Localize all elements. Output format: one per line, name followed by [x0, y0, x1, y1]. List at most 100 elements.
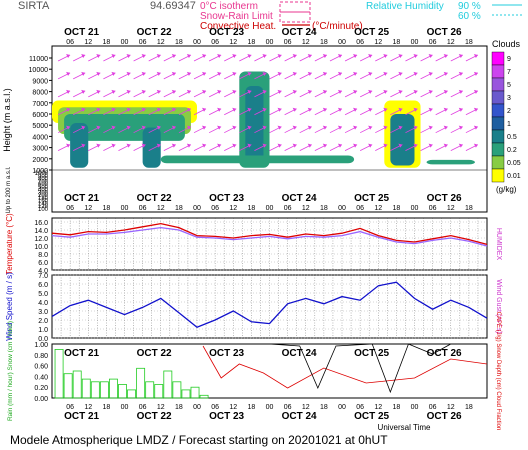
- cloud-hour-label-4-1: 12: [374, 205, 382, 212]
- cloud-ytick-label-9: 10000: [29, 67, 49, 74]
- wind-arrow-head: [81, 89, 86, 94]
- cloud-low-layer: [160, 155, 355, 164]
- wind-arrow-head: [277, 71, 282, 76]
- cloud-ytick-low-label-8: 200: [38, 193, 49, 199]
- wind-arrow-head: [473, 54, 478, 58]
- precip-bar-6: [109, 378, 118, 399]
- top-hour-label-4-2: 18: [392, 39, 400, 46]
- wind-arrow-head: [368, 125, 373, 130]
- precip-bar-16: [199, 394, 209, 399]
- x-axis-title: Universal Time: [378, 423, 431, 432]
- precip-bar-3: [81, 378, 91, 399]
- wind-arrow-head: [232, 107, 237, 112]
- precip-ylabel-right: CAPE (J/g) Snow Depth (cm) Cloud Fractio…: [495, 312, 501, 431]
- top-hour-label-3-2: 18: [320, 39, 328, 46]
- cloud-day25-core: [390, 114, 415, 166]
- colorbar-label-3: 3: [507, 95, 511, 102]
- legend-isotherm-swatch: [279, 1, 311, 13]
- wind-arrow-head: [232, 71, 237, 76]
- wind-arrow-head: [473, 89, 478, 94]
- bottom-hour-label-2-0: 06: [211, 404, 219, 411]
- wind-arrow-head: [126, 125, 131, 130]
- wind-arrow-head: [398, 107, 403, 112]
- cloud-hour-label-3-3: 00: [338, 205, 346, 212]
- top-day-label-4: OCT 25: [354, 27, 389, 38]
- wind-arrow-head: [383, 143, 388, 148]
- cloud-day-label-3: OCT 24: [282, 193, 317, 204]
- colorbar-label-7: 0.2: [507, 147, 517, 154]
- wind-arrow-head: [353, 71, 358, 76]
- wind-arrow-head: [186, 54, 191, 58]
- precip-bar-0: [54, 348, 64, 399]
- top-day-label-2: OCT 23: [209, 27, 244, 38]
- wind-arrow-head: [473, 71, 478, 76]
- cloud-hour-label-0-1: 12: [84, 205, 92, 212]
- bottom-hour-label-4-3: 00: [411, 404, 419, 411]
- cloud-ytick-label-8: 9000: [32, 78, 48, 85]
- cloud-field: [52, 54, 479, 168]
- top-hour-label-1-0: 06: [139, 39, 147, 46]
- colorbar-swatch-3: [491, 90, 505, 105]
- wind-arrow-head: [111, 107, 116, 112]
- bottom-hour-label-0-2: 18: [102, 404, 110, 411]
- temp-ytick-label-6: 16.0: [34, 220, 48, 227]
- wind-arrow-head: [368, 71, 373, 76]
- wind-arrow-head: [292, 143, 297, 148]
- precip-day-label-4: OCT 25: [354, 348, 389, 359]
- top-hour-label-2-1: 12: [229, 39, 237, 46]
- legend-rh-label: Relative Humidity: [366, 1, 444, 12]
- wind-arrow-head: [322, 107, 327, 112]
- wind-arrow-head: [96, 89, 101, 94]
- wind-arrow-head: [443, 89, 448, 94]
- wind-arrow-head: [443, 71, 448, 76]
- colorbar-swatch-7: [491, 142, 505, 157]
- wind-arrow-head: [96, 125, 101, 130]
- wind-arrow-head: [398, 125, 403, 130]
- cloud-hour-label-1-2: 18: [175, 205, 183, 212]
- cloud-ytick-low-label-7: 300: [38, 190, 49, 196]
- cloud-hour-label-2-0: 06: [211, 205, 219, 212]
- precip-ytick-label-4: 0.80: [34, 353, 48, 360]
- colorbar-label-8: 0.05: [507, 160, 521, 167]
- cloud-hour-label-0-2: 18: [102, 205, 110, 212]
- bottom-hour-label-0-0: 06: [66, 404, 74, 411]
- wind-arrow-head: [277, 143, 282, 148]
- wind-arrow-head: [186, 71, 191, 76]
- precip-ytick-label-3: 0.60: [34, 364, 48, 371]
- wind-arrow-head: [66, 54, 71, 58]
- wind-arrow-head: [232, 143, 237, 148]
- bottom-hour-label-3-2: 18: [320, 404, 328, 411]
- wind-arrow-head: [368, 143, 373, 148]
- top-hour-label-5-1: 12: [447, 39, 455, 46]
- wind-arrow-head: [353, 125, 358, 130]
- wind-arrow-head: [202, 54, 207, 58]
- precip-ylabel: Rain (mm / hour) Snow (cm / hour): [7, 321, 14, 421]
- wind-arrow-head: [232, 89, 237, 94]
- wind-arrow-head: [66, 143, 71, 148]
- colorbar-label-0: 9: [507, 56, 511, 63]
- wind-arrow-head: [126, 107, 131, 112]
- wind-ytick-label-5: 5.0: [38, 291, 48, 298]
- wind-arrow-head: [66, 89, 71, 94]
- precip-bar-8: [127, 389, 137, 399]
- wind-arrow-head: [126, 54, 131, 58]
- wind-arrow-head: [247, 125, 252, 130]
- wind-arrow-head: [428, 143, 433, 148]
- bottom-hour-label-3-0: 06: [284, 404, 292, 411]
- wind-arrow-head: [247, 89, 252, 94]
- wind-arrow-head: [156, 89, 161, 94]
- top-hour-label-3-0: 06: [284, 39, 292, 46]
- bottom-day-label-2: OCT 23: [209, 411, 244, 422]
- wind-arrow-head: [443, 143, 448, 148]
- cloud-low-layer-2: [426, 159, 475, 165]
- legend-convective: Convective Heat.: [200, 21, 276, 32]
- precip-bar-10: [145, 381, 155, 399]
- precip-ytick-label-1: 0.20: [34, 385, 48, 392]
- cloud-ytick-low-label-5: 500: [38, 185, 49, 191]
- cloud-hour-label-2-1: 12: [229, 205, 237, 212]
- wind-arrow-head: [398, 71, 403, 76]
- bottom-day-label-5: OCT 26: [427, 411, 462, 422]
- colorbar-label-1: 7: [507, 69, 511, 76]
- colorbar-title: Clouds: [492, 39, 521, 49]
- top-hour-label-4-0: 06: [356, 39, 364, 46]
